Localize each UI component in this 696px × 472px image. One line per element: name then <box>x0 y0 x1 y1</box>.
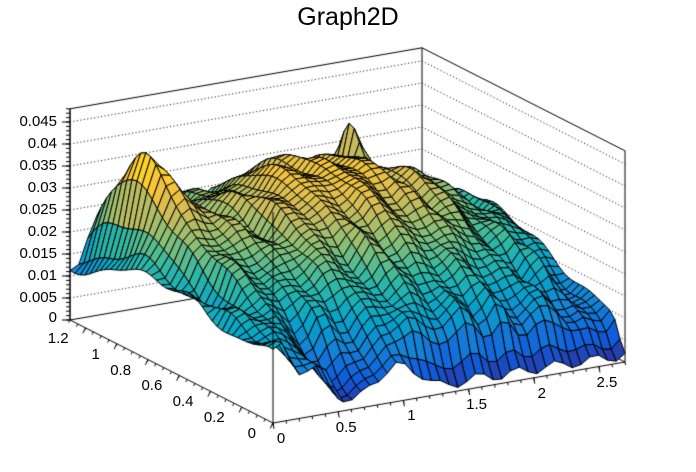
y-axis-tick-label: 1.2 <box>47 330 69 348</box>
z-axis-tick-label: 0.045 <box>19 113 57 131</box>
x-axis-tick-label: 2.5 <box>596 373 618 391</box>
z-axis-tick-label: 0.01 <box>27 267 57 285</box>
y-axis-tick-label: 0.6 <box>141 377 163 395</box>
z-axis-tick-label: 0.03 <box>27 179 57 197</box>
y-axis-tick-label: 0.8 <box>110 361 132 379</box>
x-axis-tick-label: 1.5 <box>466 396 487 414</box>
z-axis-tick-label: 0.035 <box>19 157 57 175</box>
x-axis-tick-label: 1 <box>407 407 416 425</box>
z-axis-tick-label: 0.005 <box>19 289 57 307</box>
z-axis-tick-label: 0.02 <box>27 223 57 241</box>
y-axis-tick-label: 0.4 <box>172 393 194 411</box>
z-axis-tick-label: 0.025 <box>19 201 57 219</box>
x-axis-tick-label: 0 <box>276 430 286 448</box>
z-axis-tick-label: 0.04 <box>27 135 57 153</box>
chart-title: Graph2D <box>297 3 399 31</box>
y-axis-tick-label: 1 <box>91 345 100 363</box>
x-axis-tick-label: 2 <box>537 384 546 402</box>
z-axis-tick-label: 0 <box>48 309 57 327</box>
x-axis-tick-label: 0.5 <box>335 418 357 436</box>
y-axis-tick-label: 0.2 <box>203 409 225 427</box>
y-axis-tick-label: 0 <box>247 425 256 443</box>
z-axis-tick-label: 0.015 <box>19 245 57 263</box>
